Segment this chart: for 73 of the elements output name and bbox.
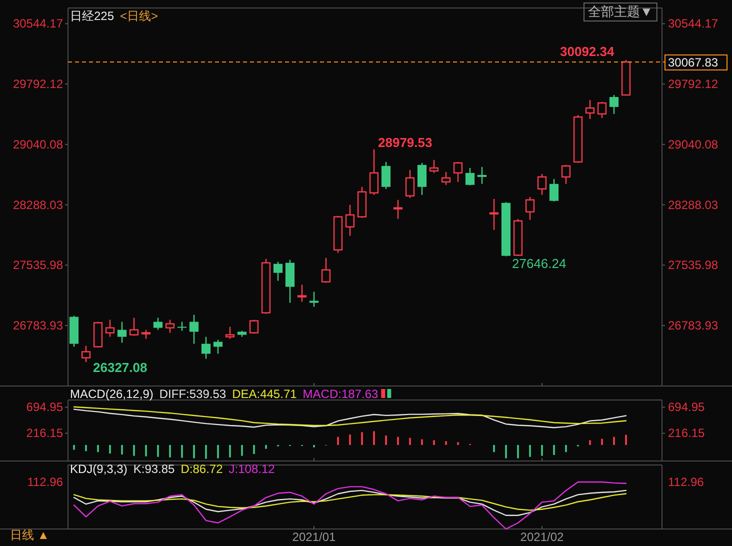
- text: 112.96: [668, 475, 704, 489]
- candlestick: [285, 259, 295, 304]
- annotation: 30092.34: [560, 44, 615, 59]
- candlestick: [489, 198, 499, 231]
- candlestick: [345, 204, 355, 236]
- legend-label: MACD:187.63: [302, 387, 378, 401]
- x-tick-label: 2021/02: [520, 530, 564, 544]
- candlestick: [273, 261, 283, 282]
- candlestick: [105, 319, 115, 338]
- y2-tick-label: 216.15: [668, 426, 706, 440]
- y2-tick-label: 27535.98: [668, 258, 718, 272]
- candlestick: [309, 291, 319, 308]
- candlestick: [249, 319, 259, 334]
- candlestick: [597, 101, 607, 119]
- candlestick: [153, 317, 163, 330]
- y2-tick-label: 28288.03: [668, 198, 718, 212]
- chart-title: KDJ(9,3,3): [70, 462, 128, 476]
- y2-tick-label: 29040.08: [668, 137, 718, 152]
- chart-title: 日经225: [70, 9, 114, 23]
- candlestick: [321, 257, 331, 284]
- candlestick: [549, 178, 559, 202]
- annotation: 26327.08: [93, 360, 148, 375]
- candlestick: [609, 94, 619, 115]
- y2-tick-label: 29792.12: [668, 77, 718, 92]
- candlestick: [393, 199, 403, 220]
- candlestick: [201, 336, 211, 360]
- y-tick-label: 29792.12: [12, 77, 64, 92]
- series-label: D:86.72: [180, 462, 224, 476]
- candlestick: [381, 161, 391, 190]
- candlestick: [537, 173, 547, 196]
- candlestick: [585, 99, 595, 120]
- annotation: 28979.53: [378, 135, 432, 150]
- y-tick-label: 28288.03: [12, 198, 64, 212]
- candlestick: [81, 345, 91, 363]
- series-label: J:108.12: [228, 462, 276, 476]
- series-label: DEA:445.71: [232, 387, 298, 401]
- candlestick: [189, 314, 199, 344]
- candlestick: [93, 321, 103, 348]
- candlestick: [213, 339, 223, 354]
- ref-line-label: 30067.83: [668, 55, 718, 70]
- text: 日线 ▲: [10, 528, 50, 542]
- candlestick: [417, 162, 427, 196]
- series-label: DIFF:539.53: [159, 387, 226, 401]
- candlestick: [525, 196, 535, 220]
- x-tick-label: 2021/01: [292, 530, 336, 544]
- candlestick: [429, 159, 439, 174]
- y-tick-label: 216.15: [26, 426, 64, 440]
- candlestick: [225, 326, 235, 340]
- candlestick: [561, 164, 571, 185]
- series-label: K:93.85: [133, 462, 176, 476]
- y-tick-label: 29040.08: [12, 137, 64, 152]
- candlestick: [297, 284, 307, 302]
- annotation: 27646.24: [512, 256, 566, 271]
- candlestick: [129, 317, 139, 336]
- candlestick: [453, 161, 463, 183]
- text: 112.96: [27, 475, 64, 489]
- y2-tick-label: 694.95: [668, 400, 706, 414]
- y-tick-label: 27535.98: [12, 258, 64, 272]
- y-tick-label: 26783.93: [12, 318, 64, 332]
- candlestick: [165, 319, 175, 334]
- chart-title: MACD(26,12,9): [70, 387, 154, 401]
- y-tick-label: 694.95: [26, 400, 64, 414]
- y2-tick-label: 26783.93: [668, 318, 718, 332]
- candlestick: [441, 171, 451, 186]
- candlestick: [117, 321, 127, 344]
- candlestick: [465, 167, 475, 186]
- y2-tick-label: 30544.17: [668, 16, 718, 31]
- annotation: 全部主题▼: [588, 4, 653, 19]
- candlestick: [405, 169, 415, 198]
- y-tick-label: 30544.17: [12, 16, 64, 31]
- chart-subtitle: <日线>: [120, 9, 158, 23]
- candlestick: [477, 166, 487, 185]
- candlestick: [369, 148, 379, 196]
